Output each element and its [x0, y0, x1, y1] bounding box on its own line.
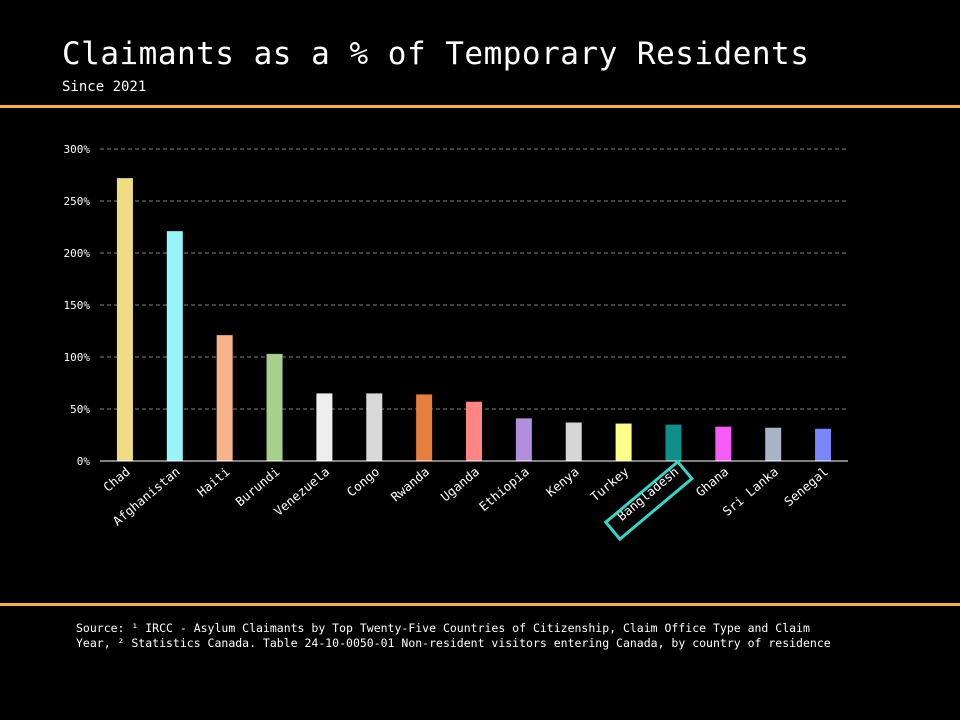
bar-chad [116, 178, 133, 461]
source-note: Source: ¹ IRCC - Asylum Claimants by Top… [76, 621, 831, 650]
y-tick-label: 50% [70, 403, 90, 416]
y-tick-label: 150% [64, 299, 91, 312]
bottom-divider [0, 603, 960, 606]
bar-bangladesh [665, 424, 682, 461]
x-tick-label: Senegal [781, 464, 831, 509]
x-tick-label: Venezuela [271, 464, 333, 519]
bar-uganda [466, 401, 482, 461]
bar-rwanda [416, 394, 433, 461]
x-tick-label: Congo [344, 464, 382, 500]
bar-afghanistan [166, 231, 183, 461]
bar-burundi [266, 353, 283, 461]
chart-title: Claimants as a % of Temporary Residents [62, 36, 810, 72]
bar-ghana [715, 426, 732, 461]
y-tick-label: 0% [77, 455, 91, 468]
y-tick-label: 200% [64, 247, 91, 260]
bar-senegal [815, 428, 832, 461]
x-tick-label: Kenya [543, 464, 581, 500]
y-tick-label: 250% [64, 195, 91, 208]
bar-congo [366, 393, 383, 461]
y-tick-label: 100% [64, 351, 91, 364]
x-tick-label: Turkey [587, 464, 632, 505]
chart-subtitle: Since 2021 [62, 79, 147, 95]
bars [116, 178, 832, 461]
x-tick-label: Ghana [693, 464, 731, 500]
bar-sri-lanka [765, 427, 782, 461]
bar-turkey [615, 423, 632, 461]
y-axis-ticks: 0% 50% 100% 150% 200% 250% 300% [64, 143, 91, 468]
x-tick-label: Chad [100, 464, 133, 495]
x-tick-label: Uganda [438, 464, 482, 505]
x-tick-label: Rwanda [388, 464, 432, 505]
bar-venezuela [316, 393, 333, 461]
highlight-box [603, 459, 695, 542]
y-tick-label: 300% [64, 143, 91, 156]
x-tick-label: Haiti [194, 464, 232, 500]
highlight-rectangle [603, 459, 695, 542]
x-tick-label: Ethiopia [476, 464, 532, 514]
top-divider [0, 105, 960, 108]
bar-ethiopia [515, 418, 532, 461]
x-tick-label: Burundi [232, 464, 282, 509]
bar-kenya [565, 422, 582, 461]
gridlines [100, 148, 848, 410]
x-tick-label: Sri Lanka [720, 464, 782, 519]
bar-haiti [216, 335, 233, 461]
